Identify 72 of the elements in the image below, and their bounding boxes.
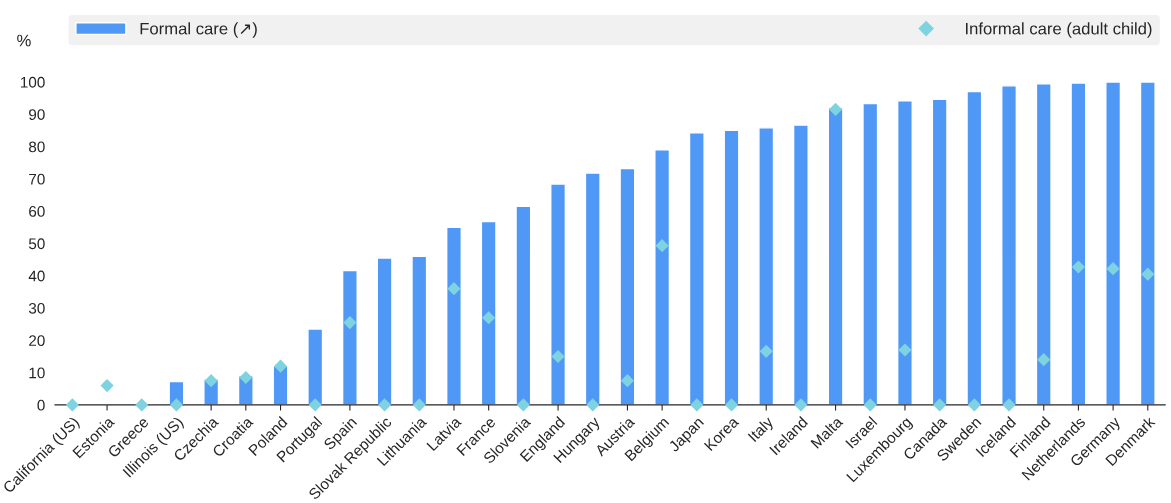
bar	[931, 98, 948, 405]
y-tick-label: 80	[28, 141, 45, 153]
bar	[1001, 85, 1018, 405]
point	[412, 398, 426, 412]
y-tick-label: 60	[29, 206, 45, 217]
bar	[446, 226, 462, 405]
point	[690, 398, 704, 412]
point	[1106, 262, 1120, 276]
bar	[654, 149, 671, 405]
bar	[966, 90, 983, 405]
legend-label: Formal care (↗)	[140, 22, 257, 38]
point	[828, 102, 843, 117]
point	[1037, 353, 1051, 367]
bar	[896, 100, 913, 405]
point	[863, 398, 877, 412]
bar	[515, 205, 532, 405]
point	[100, 378, 114, 393]
bar	[584, 172, 601, 405]
point	[1002, 398, 1016, 412]
y-tick-label: 30	[28, 302, 45, 314]
bar	[827, 107, 844, 405]
bar	[550, 183, 567, 405]
point	[655, 239, 669, 253]
y-tick-label: 40	[28, 270, 45, 282]
bar	[1139, 81, 1156, 405]
point	[169, 398, 184, 412]
point	[794, 398, 808, 412]
point	[343, 315, 357, 330]
bar	[480, 220, 497, 405]
point	[898, 343, 912, 357]
bar	[1105, 81, 1122, 405]
y-tick-label: 90	[29, 109, 45, 120]
bar	[376, 257, 393, 405]
y-tick-label: 0	[37, 399, 45, 411]
bar	[307, 328, 324, 405]
bar	[688, 131, 705, 405]
point	[1071, 260, 1086, 274]
point	[273, 359, 288, 373]
point	[447, 282, 461, 296]
point	[759, 344, 773, 358]
y-tick-label: 10	[29, 367, 45, 379]
point	[586, 398, 600, 412]
bar	[723, 129, 740, 405]
bar	[341, 269, 358, 405]
y-tick-label: 20	[29, 335, 45, 347]
y-tick-label: 70	[29, 173, 45, 185]
point	[308, 398, 322, 412]
legend-label: Informal care (adult child)	[966, 22, 1152, 38]
point	[551, 349, 565, 364]
point	[516, 398, 530, 412]
bar	[619, 167, 636, 405]
bar	[792, 124, 809, 405]
point	[620, 374, 635, 388]
point	[239, 370, 253, 385]
point	[482, 311, 496, 325]
point	[204, 374, 218, 388]
y-tick-label: 50	[28, 238, 45, 250]
bar	[1035, 83, 1052, 405]
bar	[758, 127, 775, 405]
bar	[272, 365, 289, 405]
point	[724, 398, 739, 412]
point	[1141, 267, 1155, 281]
point	[135, 398, 149, 412]
y-axis-title: %	[17, 34, 31, 47]
point	[378, 398, 392, 412]
bar	[411, 255, 428, 405]
point	[933, 398, 947, 412]
point	[967, 398, 981, 412]
point	[65, 398, 79, 412]
y-tick-label: 100	[20, 76, 45, 88]
bar	[1070, 82, 1087, 405]
bar	[862, 102, 879, 405]
